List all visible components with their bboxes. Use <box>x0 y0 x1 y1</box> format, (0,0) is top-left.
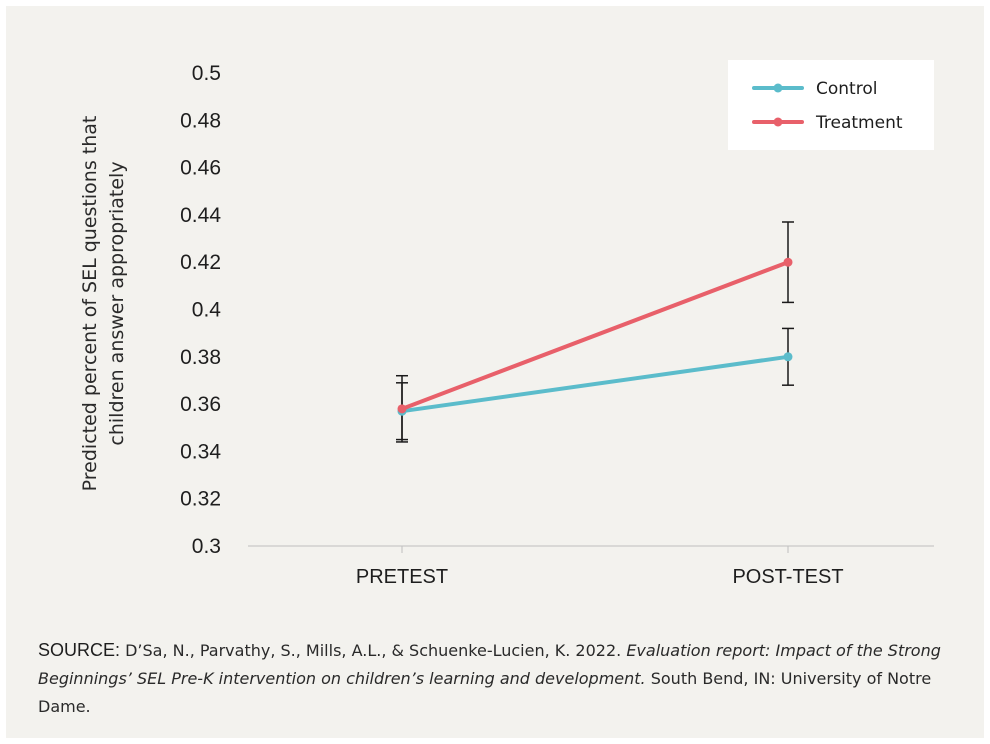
y-axis-label-line: Predicted percent of SEL questions that <box>79 116 101 492</box>
source-title: Evaluation report: Impact of the Strong … <box>38 641 941 688</box>
y-axis-ticks: 0.3 0.32 0.34 0.36 0.38 0.4 0.42 0.44 0.46 0.48 0.… <box>180 62 221 558</box>
data-point-control <box>783 352 793 362</box>
series-line-treatment <box>400 260 790 411</box>
y-tick-label: 0.3 <box>192 535 221 558</box>
series-lines <box>400 260 790 414</box>
y-tick-label: 0.32 <box>180 488 221 511</box>
x-category-label: POST-TEST <box>732 566 843 588</box>
y-tick-label: 0.5 <box>192 62 221 85</box>
data-point-treatment <box>783 257 793 267</box>
y-tick-label: 0.34 <box>180 440 221 463</box>
data-point-treatment <box>397 404 407 414</box>
line-chart: Predicted percent of SEL questions that c… <box>79 60 934 588</box>
y-axis-label-line: children answer appropriately <box>106 161 128 445</box>
chart-card: Predicted percent of SEL questions that c… <box>6 6 984 738</box>
legend-label: Control <box>816 79 877 99</box>
legend: Control Treatment <box>728 60 934 150</box>
y-tick-label: 0.48 <box>180 109 221 132</box>
legend-swatch-dot <box>773 117 783 127</box>
y-axis-label: Predicted percent of SEL questions that c… <box>79 116 128 492</box>
legend-swatch-dot <box>773 83 783 93</box>
series-line-control <box>400 354 790 414</box>
source-label: SOURCE: <box>38 640 121 660</box>
source-note: SOURCE: D’Sa, N., Parvathy, S., Mills, A… <box>38 636 968 721</box>
x-axis-categories: PRETEST POST-TEST <box>356 546 844 588</box>
source-text-before: D’Sa, N., Parvathy, S., Mills, A.L., & S… <box>120 641 627 660</box>
legend-label: Treatment <box>815 113 903 133</box>
error-bars <box>396 221 794 443</box>
y-tick-label: 0.36 <box>180 393 221 416</box>
y-tick-label: 0.44 <box>180 204 221 227</box>
series-points <box>397 257 793 416</box>
y-tick-label: 0.46 <box>180 157 221 180</box>
y-tick-label: 0.4 <box>192 299 222 322</box>
y-tick-label: 0.42 <box>180 251 221 274</box>
source-text-after: South Bend, IN: University of Notre Dame… <box>38 669 932 716</box>
x-category-label: PRETEST <box>356 566 448 588</box>
legend-box <box>728 60 934 150</box>
y-tick-label: 0.38 <box>180 346 221 369</box>
